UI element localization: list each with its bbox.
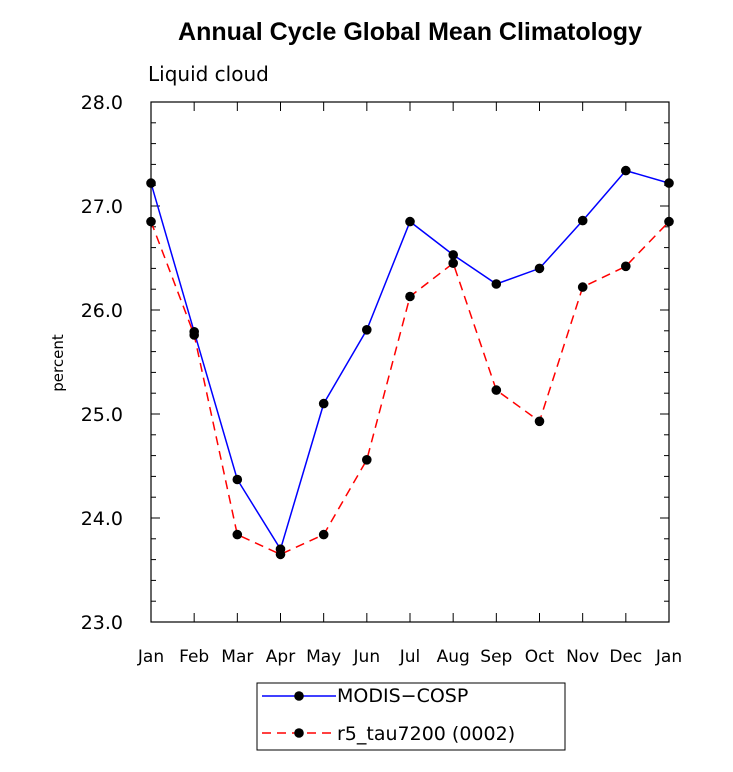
data-point-series-1 bbox=[146, 178, 156, 188]
series-line-1 bbox=[150, 169, 670, 552]
data-point-series-2 bbox=[577, 282, 588, 292]
x-tick-label: Mar bbox=[221, 647, 253, 667]
y-tick-labels: 23.0 24.0 25.0 26.0 27.0 28.0 bbox=[81, 92, 123, 634]
data-point-series-1 bbox=[491, 279, 502, 289]
x-tick-label: Jan bbox=[655, 647, 682, 667]
x-tick-label: Apr bbox=[266, 647, 295, 667]
series-2 bbox=[146, 216, 674, 560]
x-tick-label: Jan bbox=[137, 647, 164, 667]
chart-subtitle: Liquid cloud bbox=[148, 62, 269, 86]
data-point-series-1 bbox=[577, 215, 588, 226]
series-layer bbox=[146, 165, 674, 560]
y-tick-label: 28.0 bbox=[81, 92, 123, 114]
y-tick-label: 25.0 bbox=[81, 404, 123, 426]
chart-title: Annual Cycle Global Mean Climatology bbox=[178, 18, 642, 46]
data-point-series-2 bbox=[491, 385, 502, 395]
x-tick-label: Oct bbox=[525, 647, 555, 667]
x-tick-label: Sep bbox=[480, 647, 512, 667]
x-tick-label: Dec bbox=[609, 647, 642, 667]
y-tick-label: 24.0 bbox=[81, 508, 123, 530]
series-line-2 bbox=[150, 221, 670, 556]
x-tick-label: May bbox=[306, 647, 341, 667]
data-point-series-1 bbox=[405, 216, 415, 227]
x-tick-label: Feb bbox=[179, 647, 209, 667]
data-point-series-2 bbox=[232, 529, 243, 540]
data-point-series-1 bbox=[232, 474, 243, 485]
data-point-series-1 bbox=[534, 263, 545, 274]
legend-label-series-1: MODIS−COSP bbox=[337, 685, 468, 707]
plot-frame bbox=[150, 101, 670, 623]
data-point-series-2 bbox=[146, 216, 156, 227]
y-tick-label: 26.0 bbox=[81, 300, 123, 322]
legend-marker-series-1 bbox=[294, 691, 304, 701]
data-point-series-1 bbox=[448, 250, 459, 260]
data-point-series-2 bbox=[621, 261, 631, 272]
data-point-series-2 bbox=[318, 529, 329, 540]
legend-box bbox=[256, 682, 566, 751]
data-point-series-1 bbox=[664, 178, 674, 188]
legend-label-series-2: r5_tau7200 (0002) bbox=[337, 723, 515, 745]
x-tick-label: Jun bbox=[353, 647, 381, 667]
data-point-series-2 bbox=[534, 416, 545, 427]
data-point-series-1 bbox=[621, 165, 631, 176]
data-point-series-1 bbox=[362, 325, 372, 335]
data-point-series-1 bbox=[318, 398, 329, 409]
data-point-series-2 bbox=[189, 330, 199, 340]
series-1 bbox=[146, 165, 674, 554]
legend: MODIS−COSP r5_tau7200 (0002) bbox=[256, 682, 566, 751]
data-point-series-2 bbox=[448, 258, 459, 269]
data-point-series-2 bbox=[664, 216, 674, 227]
data-point-series-2 bbox=[405, 291, 415, 302]
x-tick-label: Nov bbox=[566, 647, 599, 667]
plot-axes bbox=[150, 101, 670, 623]
data-point-series-2 bbox=[275, 549, 286, 560]
y-axis-label: percent bbox=[49, 334, 67, 392]
data-point-series-2 bbox=[362, 455, 372, 465]
x-tick-label: Jul bbox=[399, 647, 421, 667]
y-tick-label: 23.0 bbox=[81, 612, 123, 634]
x-tick-labels: Jan Feb Mar Apr May Jun Jul Aug Sep Oct Nov Dec Jan bbox=[137, 647, 682, 667]
legend-marker-series-2 bbox=[294, 728, 304, 738]
y-tick-label: 27.0 bbox=[81, 196, 123, 218]
x-tick-label: Aug bbox=[437, 647, 470, 667]
